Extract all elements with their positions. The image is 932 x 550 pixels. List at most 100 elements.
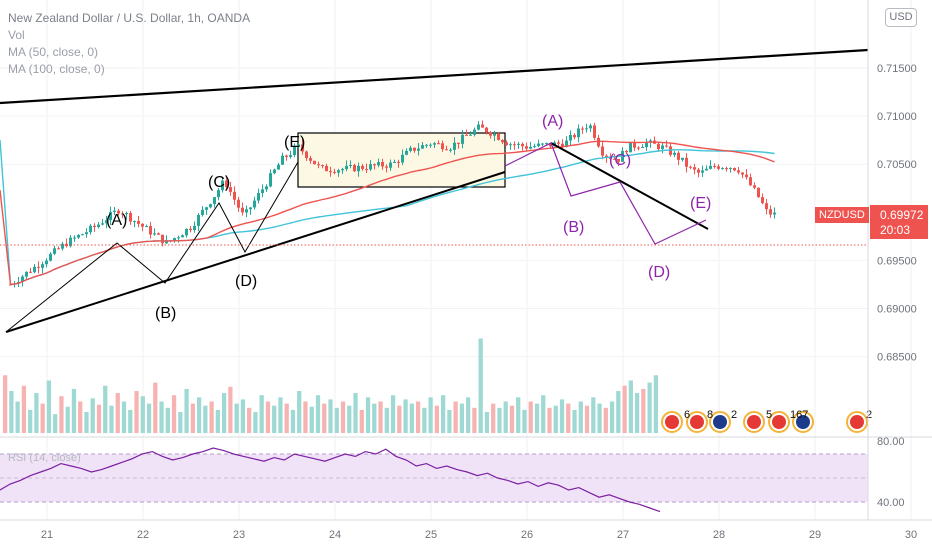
time-tick-label: 29 — [809, 529, 821, 541]
candle-body — [493, 133, 497, 136]
volume-bar — [322, 403, 327, 433]
price-tick-label: 0.71500 — [877, 63, 917, 75]
candle-body — [261, 189, 265, 194]
event-badge-count: 5 — [766, 409, 772, 421]
candle-body — [73, 237, 77, 239]
purple-wave-path — [504, 142, 707, 245]
candle-body — [77, 234, 81, 238]
candle-body — [205, 207, 209, 210]
candle-body — [709, 165, 713, 169]
candle-body — [129, 213, 133, 222]
candle-body — [105, 220, 109, 224]
event-badge-flag — [713, 415, 727, 429]
candle-body — [381, 162, 385, 167]
volume-bar — [240, 399, 246, 433]
candle-body — [757, 187, 761, 198]
volume-bar — [34, 393, 39, 433]
volume-bar — [15, 401, 20, 433]
volume-bar — [178, 412, 183, 433]
volume-bar — [203, 405, 208, 433]
time-axis[interactable]: 21222324252627282930Jul — [41, 529, 932, 541]
candle-body — [201, 209, 205, 215]
candle-body — [341, 169, 345, 171]
candle-body — [121, 213, 125, 215]
volume-bar — [165, 407, 170, 433]
candle-body — [289, 155, 293, 157]
candle-body — [561, 143, 565, 148]
candle-body — [285, 155, 289, 157]
candle-body — [329, 171, 333, 173]
volume-bar — [597, 403, 602, 433]
candle-body — [697, 169, 701, 173]
volume-bar — [472, 407, 477, 433]
wave-label-purple-b: (B) — [563, 219, 584, 236]
currency-button[interactable]: USD — [885, 8, 917, 27]
black-wave-path — [5, 161, 299, 333]
time-tick-label: 25 — [425, 529, 437, 541]
time-tick-label: 30 — [905, 529, 917, 541]
candle-body — [321, 165, 325, 167]
volume-bar — [522, 409, 527, 433]
volume-bar — [541, 395, 546, 433]
volume-bar — [159, 401, 164, 433]
candle-body — [445, 149, 449, 151]
volume-bar — [528, 401, 533, 433]
candle-body — [157, 233, 161, 235]
event-badge-count: 167 — [790, 409, 808, 421]
event-badge-count: 2 — [731, 409, 737, 421]
candle-body — [733, 167, 737, 171]
candle-body — [429, 144, 433, 146]
candle-body — [441, 143, 445, 150]
candle-body — [613, 158, 617, 160]
candle-body — [509, 144, 513, 146]
volume-bar — [453, 401, 458, 433]
candle-body — [269, 173, 273, 187]
volume-bar — [503, 401, 508, 433]
bar-countdown: 20:03 — [880, 222, 911, 237]
volume-bar — [247, 407, 252, 433]
candle-body — [181, 235, 185, 238]
volume-bar — [90, 398, 95, 433]
candle-body — [413, 147, 417, 151]
price-tick-label: 0.68500 — [877, 352, 917, 364]
rsi-tick-label: 80.00 — [877, 436, 905, 448]
candle-body — [501, 139, 505, 143]
candle-body — [745, 174, 749, 178]
volume-bar — [215, 409, 220, 433]
candle-body — [149, 226, 153, 235]
candle-body — [37, 266, 41, 268]
rsi-axis: 80.00 40.00 — [877, 436, 905, 509]
event-badges[interactable]: 6 8 2 5 167 2 — [661, 409, 872, 433]
candle-body — [469, 134, 473, 136]
candle-body — [81, 234, 85, 236]
candle-body — [537, 143, 541, 147]
volume-bar — [572, 409, 577, 433]
volume-bar — [384, 407, 389, 433]
candle-body — [293, 146, 297, 156]
candle-body — [601, 146, 605, 156]
candle-body — [673, 152, 677, 155]
candle-body — [665, 145, 669, 147]
price-axis[interactable]: 0.71500 0.71000 0.70500 0.69500 0.69000 0.685… — [877, 63, 917, 364]
candle-body — [153, 233, 157, 235]
candle-body — [717, 166, 721, 169]
volume-bar — [634, 393, 640, 433]
candle-body — [145, 226, 149, 228]
candle-body — [481, 124, 485, 128]
volume-bar — [359, 409, 364, 433]
volume-bar — [378, 401, 383, 433]
candle-body — [637, 147, 641, 149]
volume-bar — [21, 385, 27, 433]
wave-label-black-d: (D) — [235, 273, 257, 290]
legend-vol: Vol — [8, 28, 25, 42]
volume-bar — [428, 397, 433, 433]
candle-body — [193, 225, 197, 231]
candle-body — [737, 170, 741, 173]
candle-body — [309, 158, 313, 161]
volume-bar — [103, 385, 108, 433]
candle-body — [197, 214, 201, 226]
candle-body — [545, 142, 549, 144]
candle-body — [45, 260, 49, 265]
candle-body — [633, 142, 637, 148]
